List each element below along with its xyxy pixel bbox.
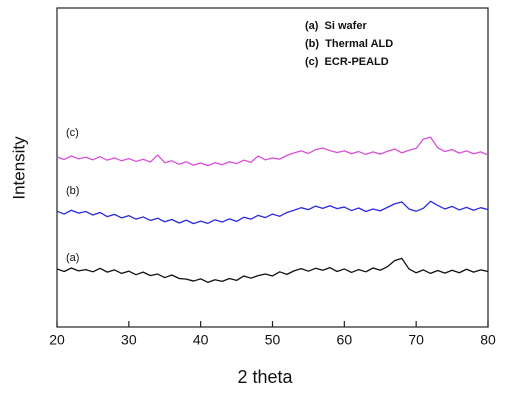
x-tick-label: 60 [337, 332, 353, 348]
legend-entry: (a) Si wafer [305, 20, 367, 32]
x-tick-label: 80 [480, 332, 496, 348]
series-line [56, 200, 489, 225]
curve-annotation: (b) [66, 185, 79, 197]
series-line [56, 257, 489, 283]
x-tick-label: 40 [193, 332, 209, 348]
curve-annotation: (c) [66, 127, 79, 139]
plot-frame [56, 7, 489, 328]
x-axis-label: 2 theta [237, 367, 293, 387]
x-tick-label: 20 [49, 332, 65, 348]
legend-entry: (b) Thermal ALD [305, 38, 393, 50]
x-tick-label: 50 [265, 332, 281, 348]
y-axis-label: Intensity [9, 136, 28, 200]
legend-entry: (c) ECR-PEALD [305, 56, 389, 68]
series-line [56, 136, 489, 167]
x-tick-label: 70 [408, 332, 424, 348]
x-tick-label: 30 [121, 332, 137, 348]
curve-annotation: (a) [66, 252, 79, 264]
